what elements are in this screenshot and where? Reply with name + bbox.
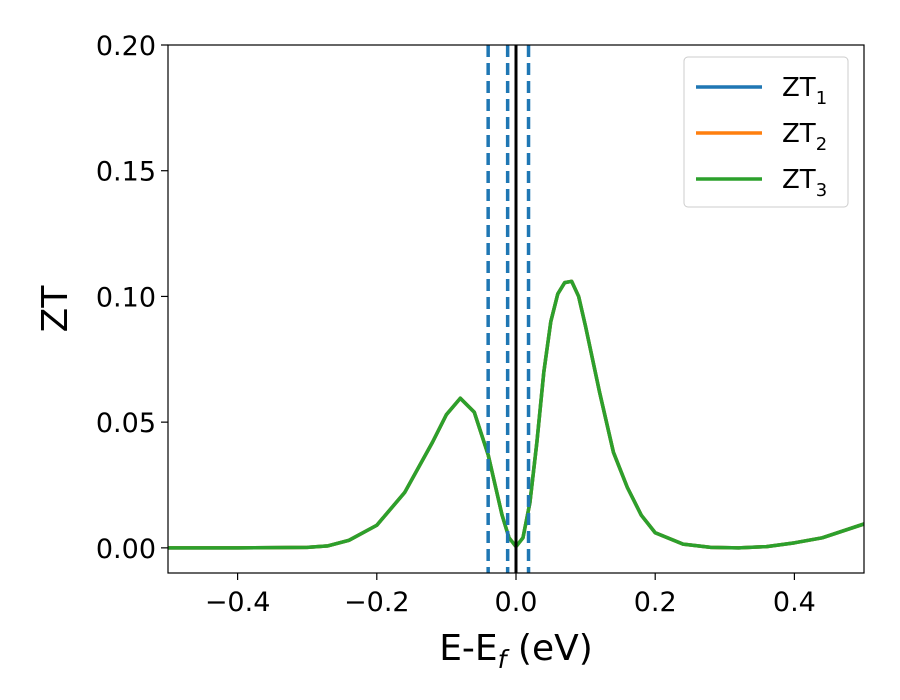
vertical-marker-lines <box>486 45 531 573</box>
y-tick-label: 0.05 <box>96 408 156 439</box>
legend-label-main: ZT <box>782 165 816 195</box>
series-lines <box>168 279 864 550</box>
y-tick-label: 0.20 <box>96 31 156 62</box>
legend-label-sub: 1 <box>816 88 827 109</box>
x-tick-label: −0.4 <box>205 587 271 618</box>
x-axis-label-main: E-E <box>439 628 497 669</box>
legend-label-main: ZT <box>782 73 816 103</box>
x-tick-label: −0.2 <box>344 587 410 618</box>
y-tick-label: 0.00 <box>96 534 156 565</box>
x-tick-label: 0.2 <box>634 587 677 618</box>
x-axis-ticks: −0.4 −0.2 0.0 0.2 0.4 <box>205 573 816 618</box>
legend-box <box>683 56 849 208</box>
legend-label-sub: 3 <box>816 180 827 201</box>
legend-label: ZT1 <box>782 73 827 109</box>
legend-label-main: ZT <box>782 119 816 149</box>
legend-label-sub: 2 <box>816 134 827 155</box>
x-axis-label-unit: (eV) <box>506 628 592 669</box>
x-axis-label: E-Ef (eV) <box>439 628 593 674</box>
x-tick-label: 0.4 <box>773 587 816 618</box>
x-tick-label: 0.0 <box>495 587 538 618</box>
y-axis-label: ZT <box>35 285 76 333</box>
series-line-zt3 <box>168 279 864 550</box>
y-tick-label: 0.15 <box>96 157 156 188</box>
y-axis-ticks: 0.00 0.05 0.10 0.15 0.20 <box>96 31 168 565</box>
y-tick-label: 0.10 <box>96 282 156 313</box>
legend-label: ZT2 <box>782 119 827 155</box>
legend-label: ZT3 <box>782 165 827 201</box>
